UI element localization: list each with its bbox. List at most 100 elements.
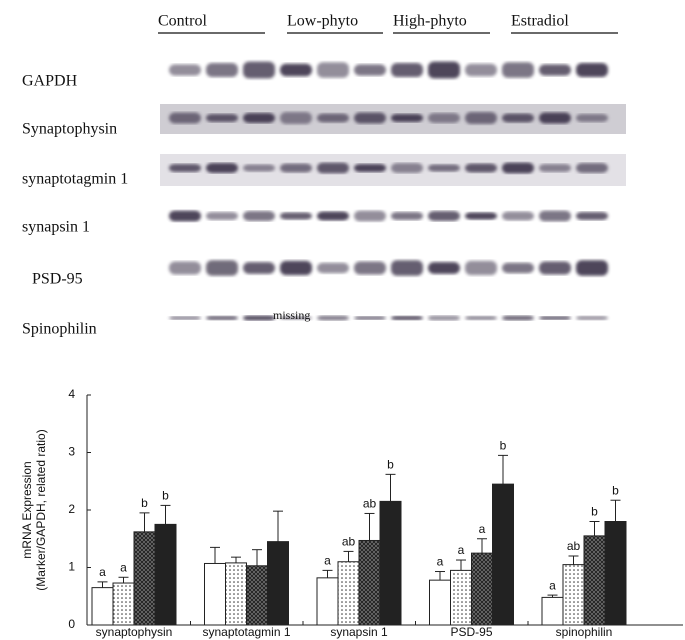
band — [243, 262, 275, 274]
bar — [316, 577, 339, 626]
bar — [225, 562, 247, 626]
band — [317, 162, 349, 174]
band — [576, 316, 608, 320]
band — [354, 261, 386, 275]
x-tick-label: synapsin 1 — [330, 625, 388, 639]
band — [169, 163, 201, 173]
band — [465, 112, 497, 124]
band — [465, 63, 497, 77]
band — [428, 113, 460, 123]
band — [576, 260, 608, 276]
bar — [583, 535, 606, 626]
group-label: Control — [158, 13, 207, 30]
bar — [604, 521, 627, 626]
significance-label: a — [324, 554, 331, 568]
significance-label: a — [120, 560, 127, 574]
y-tick-label: 0 — [68, 617, 75, 631]
significance-label: ab — [567, 539, 581, 553]
y-tick-label: 4 — [68, 387, 75, 401]
bar — [358, 539, 381, 626]
row-label: Spinophilin — [22, 321, 97, 338]
significance-label: b — [141, 496, 148, 510]
significance-label: a — [99, 565, 106, 579]
band — [169, 112, 201, 124]
band — [539, 261, 571, 275]
row-label: Synaptophysin — [22, 121, 117, 138]
band — [539, 210, 571, 222]
band — [502, 211, 534, 221]
band — [206, 211, 238, 221]
bar — [246, 565, 268, 626]
bar — [471, 552, 493, 626]
x-tick-label: synaptotagmin 1 — [202, 625, 290, 639]
band — [502, 113, 534, 123]
group-label: Low-phyto — [287, 13, 358, 30]
band — [502, 315, 534, 321]
band — [539, 163, 571, 173]
band — [317, 262, 349, 274]
band — [169, 316, 201, 320]
band — [465, 163, 497, 173]
band — [391, 211, 423, 221]
significance-label: a — [549, 578, 556, 592]
band — [243, 315, 275, 321]
band — [317, 211, 349, 221]
band — [391, 163, 423, 173]
band — [354, 112, 386, 124]
band — [576, 114, 608, 122]
band — [206, 163, 238, 173]
row-label: synaptotagmin 1 — [22, 171, 128, 188]
band — [465, 316, 497, 320]
band — [243, 113, 275, 123]
band — [354, 316, 386, 320]
significance-label: a — [479, 522, 486, 536]
band — [280, 63, 312, 77]
row-label: PSD-95 — [32, 271, 83, 288]
band — [169, 64, 201, 76]
blot — [169, 61, 608, 321]
row-label: synapsin 1 — [22, 219, 90, 236]
band — [576, 63, 608, 77]
significance-label: ab — [342, 535, 356, 549]
band — [428, 262, 460, 274]
band — [280, 316, 312, 320]
bar — [450, 569, 472, 626]
significance-label: a — [458, 543, 465, 557]
band — [169, 210, 201, 222]
band — [206, 63, 238, 77]
band — [428, 315, 460, 321]
bar — [562, 564, 585, 626]
band — [280, 212, 312, 220]
band — [354, 210, 386, 222]
band — [539, 112, 571, 124]
band — [317, 62, 349, 78]
band — [428, 164, 460, 172]
band — [539, 64, 571, 76]
band — [206, 316, 238, 320]
y-tick-label: 3 — [68, 445, 75, 459]
y-tick-label: 2 — [68, 502, 75, 516]
band — [391, 260, 423, 276]
band — [502, 162, 534, 174]
band — [243, 61, 275, 79]
significance-label: b — [387, 458, 394, 472]
bar — [204, 562, 226, 626]
bar — [133, 531, 156, 626]
group-label: High-phyto — [393, 13, 467, 30]
bar — [154, 523, 177, 626]
band — [576, 163, 608, 173]
significance-label: b — [591, 505, 598, 519]
row-label: GAPDH — [22, 73, 78, 90]
x-tick-label: spinophilin — [556, 625, 613, 639]
bar — [337, 561, 360, 626]
x-tick-label: synaptophysin — [96, 625, 173, 639]
significance-label: a — [437, 555, 444, 569]
bar — [112, 582, 135, 626]
band — [280, 163, 312, 173]
band — [354, 163, 386, 173]
bar — [267, 541, 289, 626]
bar — [429, 579, 451, 626]
significance-label: b — [612, 483, 619, 497]
significance-label: b — [162, 489, 169, 503]
